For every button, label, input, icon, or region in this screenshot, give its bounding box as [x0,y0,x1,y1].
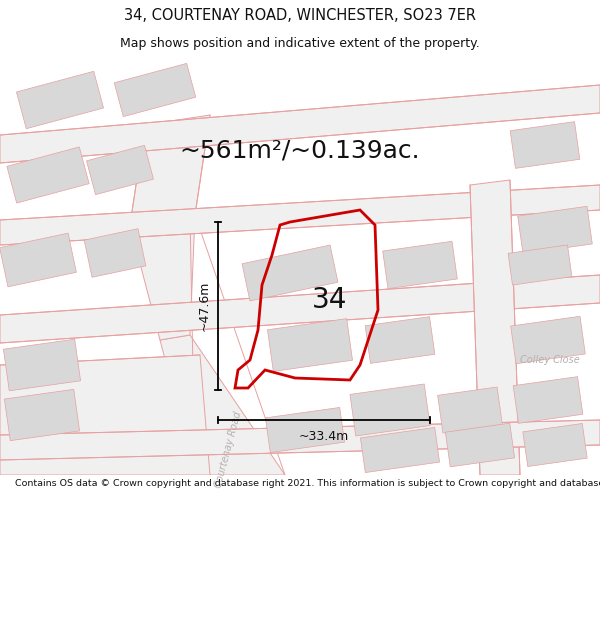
Polygon shape [0,275,600,343]
Polygon shape [160,335,285,475]
Polygon shape [0,420,600,460]
Text: ~561m²/~0.139ac.: ~561m²/~0.139ac. [179,138,421,162]
Polygon shape [130,215,195,340]
Polygon shape [265,408,344,452]
Polygon shape [84,229,146,278]
Polygon shape [114,63,196,117]
Polygon shape [350,384,430,436]
Polygon shape [523,424,587,466]
Text: Contains OS data © Crown copyright and database right 2021. This information is : Contains OS data © Crown copyright and d… [15,479,600,489]
Polygon shape [268,319,353,371]
Text: 34: 34 [313,286,347,314]
Polygon shape [513,377,583,423]
Polygon shape [7,147,89,203]
Polygon shape [518,206,592,254]
Polygon shape [242,245,338,301]
Text: Colley Close: Colley Close [520,355,580,365]
Text: 34, COURTENAY ROAD, WINCHESTER, SO23 7ER: 34, COURTENAY ROAD, WINCHESTER, SO23 7ER [124,8,476,23]
Polygon shape [16,71,104,129]
Polygon shape [510,122,580,168]
Polygon shape [0,233,76,287]
Polygon shape [470,180,520,475]
Polygon shape [130,115,210,225]
Polygon shape [86,146,154,194]
Text: Map shows position and indicative extent of the property.: Map shows position and indicative extent… [120,38,480,51]
Polygon shape [437,387,502,433]
Polygon shape [361,428,440,472]
Text: ~47.6m: ~47.6m [197,281,211,331]
Polygon shape [0,85,600,163]
Polygon shape [508,245,572,285]
Polygon shape [4,389,80,441]
Polygon shape [0,355,210,475]
Polygon shape [383,241,457,289]
Polygon shape [511,316,586,364]
Text: ~33.4m: ~33.4m [299,431,349,444]
Text: Courtenay Road: Courtenay Road [213,411,243,489]
Polygon shape [0,185,600,245]
Polygon shape [4,339,80,391]
Polygon shape [365,317,435,363]
Polygon shape [445,423,515,467]
